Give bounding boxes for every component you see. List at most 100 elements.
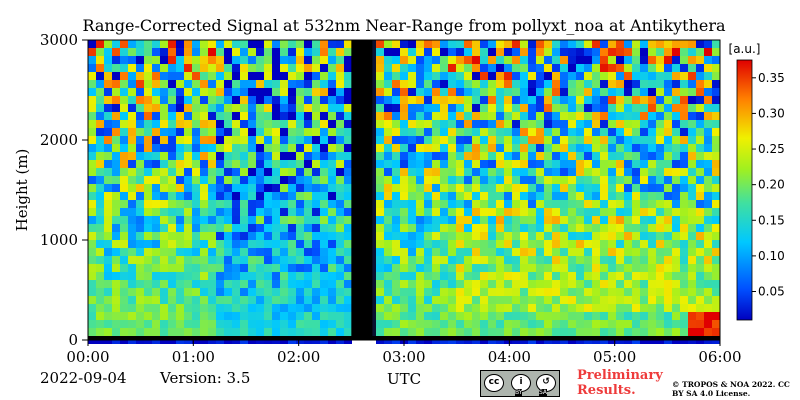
heatmap-cell — [480, 192, 488, 200]
heatmap-cell — [592, 64, 600, 72]
heatmap-cell — [216, 48, 224, 56]
heatmap-cell — [480, 200, 488, 208]
heatmap-cell — [712, 168, 720, 176]
heatmap-cell — [648, 328, 656, 336]
heatmap-cell — [136, 56, 144, 64]
heatmap-cell — [424, 208, 432, 216]
heatmap-cell — [264, 256, 272, 264]
heatmap-cell — [656, 144, 664, 152]
heatmap-cell — [144, 128, 152, 136]
heatmap-cell — [512, 328, 520, 336]
heatmap-cell — [528, 48, 536, 56]
heatmap-cell — [584, 216, 592, 224]
heatmap-cell — [584, 48, 592, 56]
heatmap-cell — [288, 152, 296, 160]
heatmap-cell — [376, 88, 384, 96]
heatmap-cell — [304, 328, 312, 336]
heatmap-cell — [416, 256, 424, 264]
heatmap-cell — [256, 64, 264, 72]
heatmap-cell — [608, 224, 616, 232]
heatmap-cell — [96, 96, 104, 104]
heatmap-cell — [376, 200, 384, 208]
heatmap-cell — [688, 152, 696, 160]
heatmap-cell — [440, 200, 448, 208]
heatmap-cell — [704, 96, 712, 104]
heatmap-cell — [88, 80, 96, 88]
heatmap-cell — [576, 280, 584, 288]
heatmap-cell — [112, 192, 120, 200]
heatmap-cell — [224, 48, 232, 56]
heatmap-cell — [112, 288, 120, 296]
heatmap-cell — [480, 120, 488, 128]
heatmap-cell — [664, 264, 672, 272]
heatmap-cell — [296, 248, 304, 256]
heatmap-cell — [384, 184, 392, 192]
heatmap-cell — [336, 48, 344, 56]
heatmap-cell — [424, 48, 432, 56]
colorbar-unit-label: [a.u.] — [729, 42, 761, 56]
heatmap-cell — [528, 240, 536, 248]
x-axis: 00:00 01:00 02:00 03:00 04:00 05:00 06:00 — [66, 340, 742, 366]
heatmap-cell — [344, 104, 352, 112]
heatmap-cell — [272, 216, 280, 224]
heatmap-cell — [656, 88, 664, 96]
heatmap-cell — [280, 304, 288, 312]
heatmap-cell — [112, 112, 120, 120]
heatmap-cell — [216, 176, 224, 184]
heatmap-cell — [608, 328, 616, 336]
heatmap-cell — [632, 192, 640, 200]
heatmap-cell — [480, 296, 488, 304]
heatmap-cell — [328, 144, 336, 152]
heatmap-cell — [504, 72, 512, 80]
heatmap-cell — [688, 288, 696, 296]
heatmap-cell — [216, 112, 224, 120]
heatmap-cell — [440, 152, 448, 160]
heatmap-cell — [576, 160, 584, 168]
heatmap-cell — [168, 280, 176, 288]
heatmap-cell — [176, 56, 184, 64]
heatmap-cell — [544, 272, 552, 280]
heatmap-cell — [120, 56, 128, 64]
heatmap-cell — [208, 80, 216, 88]
heatmap-cell — [176, 192, 184, 200]
heatmap-cell — [448, 112, 456, 120]
heatmap-cell — [432, 120, 440, 128]
heatmap-cell — [544, 320, 552, 328]
heatmap-cell — [528, 88, 536, 96]
heatmap-cell — [96, 208, 104, 216]
heatmap-cell — [504, 272, 512, 280]
heatmap-cell — [568, 328, 576, 336]
heatmap-cell — [680, 144, 688, 152]
heatmap-cell — [504, 240, 512, 248]
heatmap-cell — [336, 216, 344, 224]
heatmap-cell — [400, 304, 408, 312]
heatmap-cell — [96, 248, 104, 256]
heatmap-cell — [416, 192, 424, 200]
heatmap-cell — [296, 136, 304, 144]
heatmap-cell — [200, 328, 208, 336]
heatmap-cell — [480, 136, 488, 144]
heatmap-cell — [176, 152, 184, 160]
heatmap-cell — [328, 264, 336, 272]
heatmap-cell — [168, 272, 176, 280]
heatmap-cell — [328, 72, 336, 80]
heatmap-cell — [680, 208, 688, 216]
heatmap-cell — [288, 184, 296, 192]
heatmap-cell — [600, 224, 608, 232]
heatmap-cell — [616, 288, 624, 296]
heatmap-cell — [160, 328, 168, 336]
heatmap-cell — [520, 184, 528, 192]
heatmap-cell — [608, 184, 616, 192]
heatmap-cell — [320, 280, 328, 288]
heatmap-cell — [496, 272, 504, 280]
heatmap-cell — [200, 296, 208, 304]
heatmap-cell — [392, 128, 400, 136]
heatmap-cell — [256, 88, 264, 96]
heatmap-cell — [448, 184, 456, 192]
heatmap-cell — [496, 112, 504, 120]
heatmap-cell — [384, 120, 392, 128]
heatmap-cell — [672, 184, 680, 192]
heatmap-cell — [680, 192, 688, 200]
heatmap-cell — [480, 88, 488, 96]
heatmap-cell — [392, 48, 400, 56]
